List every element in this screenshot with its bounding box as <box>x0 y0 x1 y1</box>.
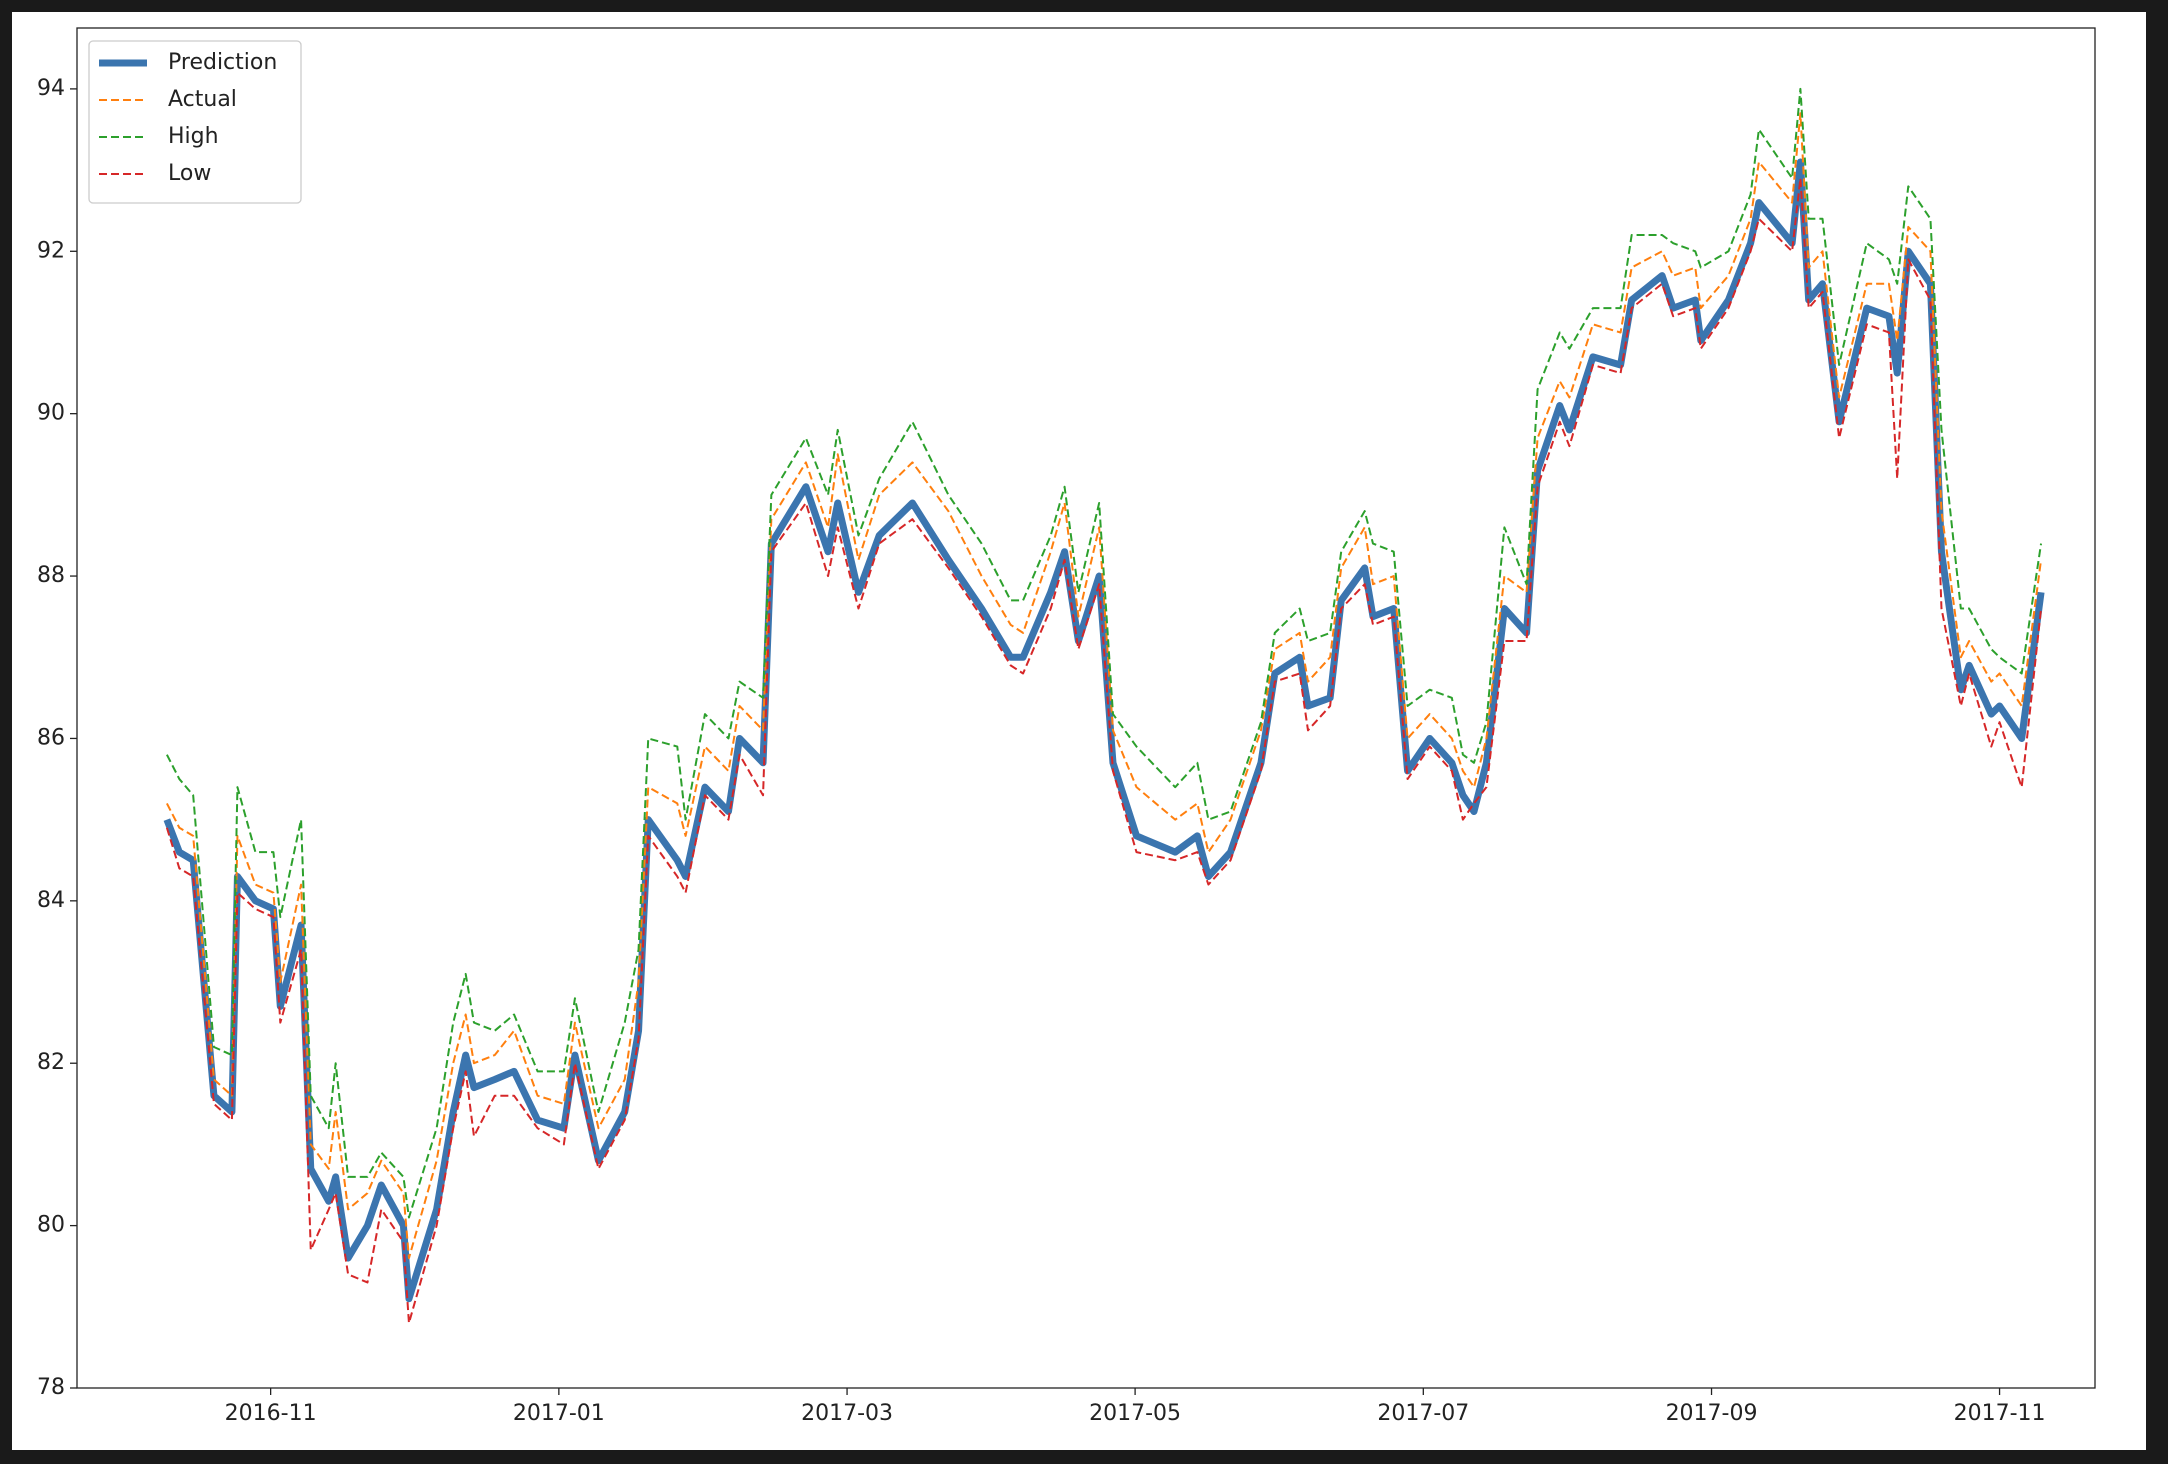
y-tick-label: 80 <box>37 1213 65 1238</box>
y-tick-label: 84 <box>37 888 65 913</box>
plot-frame <box>76 27 2096 1389</box>
legend-box <box>88 40 302 204</box>
x-tick-label: 2017-05 <box>1089 1401 1181 1426</box>
series-line <box>166 112 2043 1260</box>
y-tick-label: 86 <box>37 725 65 750</box>
legend-label: Low <box>168 161 211 186</box>
x-tick-label: 2017-03 <box>801 1401 893 1426</box>
x-tick-label: 2017-09 <box>1666 1401 1758 1426</box>
series-line <box>166 87 2043 1219</box>
x-tick-label: 2016-11 <box>225 1401 317 1426</box>
y-tick-label: 94 <box>37 76 65 101</box>
series-line <box>165 177 2043 1325</box>
y-tick-label: 88 <box>37 563 65 588</box>
y-tick-label: 90 <box>37 401 65 426</box>
x-tick-label: 2017-01 <box>513 1401 605 1426</box>
y-tick-label: 78 <box>37 1375 65 1400</box>
legend-label: High <box>168 124 219 149</box>
legend-label: Prediction <box>168 50 277 75</box>
figure-background <box>12 12 2146 1450</box>
y-tick-label: 92 <box>37 238 65 263</box>
x-tick-label: 2017-11 <box>1954 1401 2046 1426</box>
x-tick-label: 2017-07 <box>1377 1401 1469 1426</box>
y-tick-label: 82 <box>37 1050 65 1075</box>
legend-label: Actual <box>168 87 237 112</box>
